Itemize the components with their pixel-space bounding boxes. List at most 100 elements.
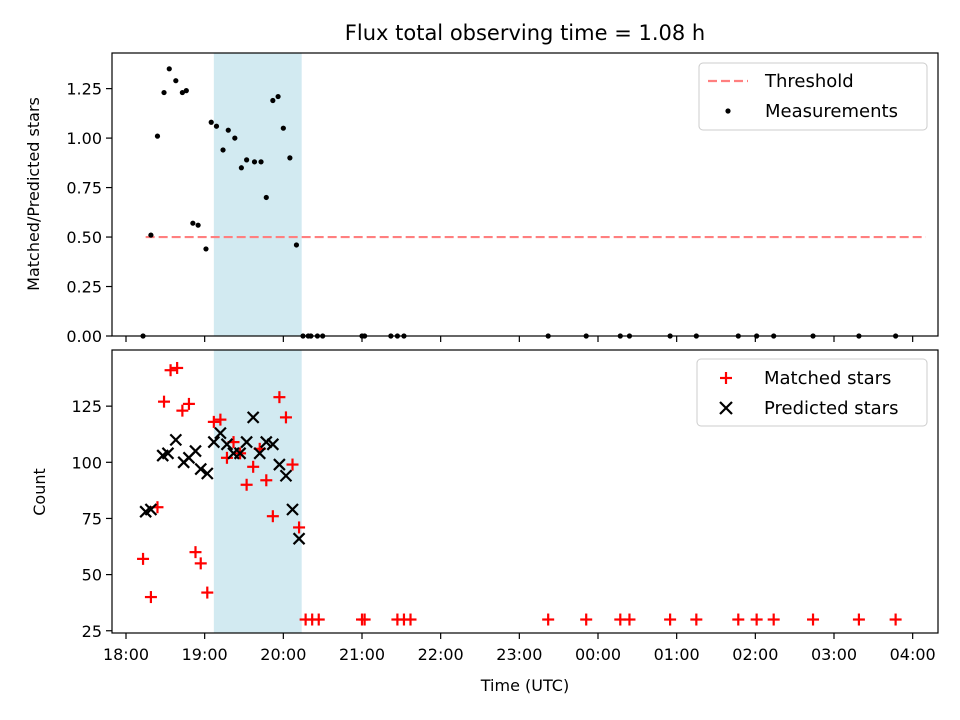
matched-star-point <box>732 613 745 626</box>
measurement-point <box>203 246 209 252</box>
matched-star-point <box>807 613 820 626</box>
predicted-star-point <box>266 438 280 451</box>
bottom-x-tick-label: 21:00 <box>339 645 385 664</box>
predicted-star-point <box>201 467 214 480</box>
measurement-point <box>220 147 226 153</box>
matched-star-point <box>312 613 325 626</box>
matched-star-point <box>189 546 202 559</box>
top-y-axis: 0.00 0.25 0.50 0.75 1.00 1.25 <box>66 80 112 346</box>
bottom-x-tick-label: 03:00 <box>811 645 857 664</box>
measurement-point <box>238 165 244 171</box>
top-y-axis-label: Matched/Predicted stars <box>24 97 43 291</box>
measurement-point <box>195 222 201 228</box>
matched-stars-points <box>137 361 902 626</box>
matched-star-point <box>690 613 703 626</box>
matched-star-point <box>144 591 157 604</box>
measurement-point <box>287 155 293 161</box>
matched-star-point <box>293 521 306 534</box>
matched-star-point <box>279 411 292 424</box>
x-axis-label: Time (UTC) <box>480 676 569 695</box>
top-shaded-region <box>213 53 302 336</box>
bottom-x-tick-label: 23:00 <box>496 645 542 664</box>
bottom-y-axis: 25 50 75 100 125 <box>71 397 112 641</box>
matched-star-point <box>286 458 299 471</box>
top-y-tick-label: 0.00 <box>66 327 102 346</box>
measurement-point <box>213 123 220 129</box>
measurement-point <box>275 93 281 100</box>
matched-star-point <box>240 478 253 491</box>
predicted-star-point <box>240 435 253 449</box>
bottom-x-tick-label: 20:00 <box>260 645 306 664</box>
measurement-point <box>148 232 154 238</box>
matched-star-point <box>201 586 214 599</box>
legend-predicted-label: Predicted stars <box>764 398 898 419</box>
legend-matched-label: Matched stars <box>764 368 891 389</box>
measurement-point <box>183 88 189 94</box>
top-x-ticks <box>125 336 914 342</box>
bottom-x-tick-label: 18:00 <box>103 645 149 664</box>
predicted-star-point <box>246 411 260 424</box>
measurement-point <box>232 135 238 141</box>
top-y-tick-label: 0.50 <box>66 228 102 247</box>
measurement-point <box>225 127 231 133</box>
predicted-star-point <box>279 469 293 483</box>
top-legend-box <box>698 62 928 131</box>
top-y-tick-label: 0.25 <box>66 278 102 297</box>
bottom-shaded-region <box>213 350 302 633</box>
matched-star-point <box>260 474 273 487</box>
bottom-panel: 25 50 75 100 125 18:00 19:00 20:00 21:00 22:00 23… <box>30 349 939 695</box>
measurement-point <box>161 89 167 96</box>
measurement-point <box>244 157 250 163</box>
matched-star-point <box>164 364 177 377</box>
matched-star-point <box>182 397 195 410</box>
bottom-x-tick-label: 01:00 <box>654 645 700 664</box>
chart-title: Flux total observing time = 1.08 h <box>345 21 705 45</box>
predicted-star-point <box>144 503 158 516</box>
matched-star-point <box>580 613 593 626</box>
matched-star-point <box>207 415 220 428</box>
measurement-point <box>263 194 269 201</box>
matched-star-point <box>194 557 207 570</box>
matched-star-point <box>623 613 636 626</box>
matched-star-point <box>247 460 260 473</box>
bottom-plot-frame <box>111 349 939 634</box>
bottom-x-tick-label: 04:00 <box>890 645 936 664</box>
legend-predicted-swatch <box>719 401 733 415</box>
predicted-star-point <box>220 438 234 451</box>
predicted-star-point <box>273 458 286 471</box>
measurement-point <box>179 89 185 96</box>
predicted-star-point <box>286 503 299 516</box>
predicted-star-point <box>214 426 227 440</box>
matched-star-point <box>358 613 371 626</box>
bottom-y-tick-label: 50 <box>82 566 102 585</box>
predicted-star-point <box>233 447 247 460</box>
top-panel: 0.00 0.25 0.50 0.75 1.00 1.25 Matched/Predict… <box>24 52 939 346</box>
matched-star-point <box>266 510 279 523</box>
measurement-point <box>154 133 161 139</box>
bottom-y-axis-label: Count <box>30 468 49 516</box>
predicted-star-point <box>207 435 221 449</box>
bottom-x-tick-label: 02:00 <box>732 645 778 664</box>
bottom-y-tick-label: 75 <box>82 509 102 528</box>
matched-star-point <box>273 391 286 404</box>
matched-star-point <box>171 361 184 374</box>
top-y-tick-label: 1.00 <box>66 129 102 148</box>
matched-star-point <box>220 451 233 464</box>
matched-star-point <box>158 395 171 408</box>
legend-measurements-swatch <box>725 108 731 114</box>
legend-measurements-label: Measurements <box>765 101 898 122</box>
measurement-point <box>280 125 286 131</box>
predicted-star-point <box>161 447 175 460</box>
bottom-y-tick-label: 125 <box>71 397 102 416</box>
measurement-point <box>208 119 214 125</box>
measurement-point <box>166 66 172 72</box>
measurement-point <box>173 78 179 84</box>
matched-star-point <box>664 613 677 626</box>
top-legend: Threshold Measurements <box>698 62 928 131</box>
legend-threshold-label: Threshold <box>764 71 854 92</box>
measurement-point <box>251 159 258 165</box>
predicted-star-point <box>253 447 267 460</box>
legend-matched-swatch <box>720 372 732 384</box>
matched-star-point <box>137 552 150 565</box>
